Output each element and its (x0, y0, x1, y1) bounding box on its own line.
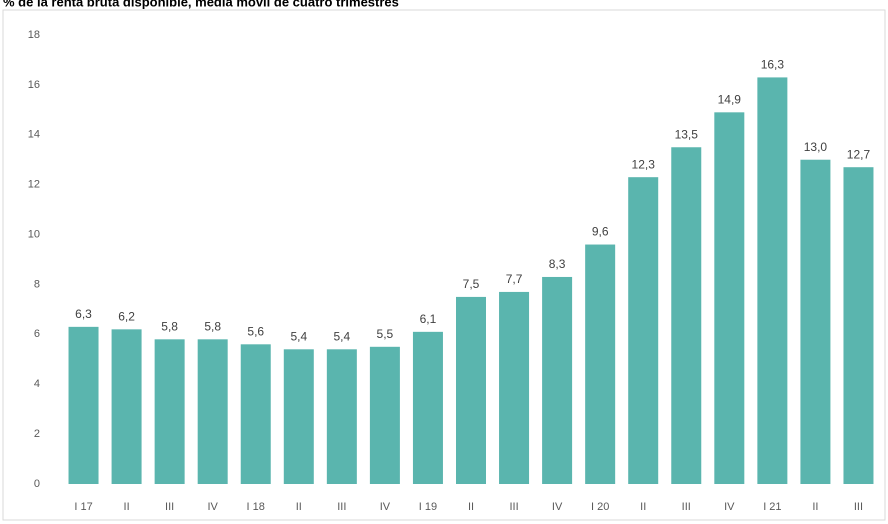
x-tick-label: II (296, 501, 302, 513)
chart-frame (2, 9, 886, 521)
x-tick-label: I 21 (763, 501, 781, 513)
value-label: 13,0 (804, 140, 828, 154)
value-label: 6,1 (420, 312, 437, 326)
x-tick-label: II (468, 501, 474, 513)
bar (240, 344, 271, 484)
value-label: 9,6 (592, 225, 609, 239)
y-tick-label: 18 (28, 29, 40, 41)
chart-title: % de la renta bruta disponible, media mó… (3, 0, 399, 9)
x-tick-label: I 18 (247, 501, 265, 513)
x-tick-label: III (165, 501, 174, 513)
y-tick-label: 10 (28, 228, 40, 240)
bar (671, 147, 702, 484)
y-tick-label: 4 (34, 378, 40, 390)
x-tick-label: III (509, 501, 518, 513)
bar (714, 112, 745, 485)
bar (111, 329, 142, 484)
bar (197, 339, 228, 484)
bar (154, 339, 185, 484)
y-tick-label: 0 (34, 478, 40, 490)
value-label: 14,9 (718, 92, 742, 106)
x-tick-label: II (640, 501, 646, 513)
x-tick-label: III (682, 501, 691, 513)
bar (369, 346, 400, 484)
value-label: 7,5 (463, 277, 480, 291)
x-tick-label: IV (724, 501, 735, 513)
bar (628, 177, 659, 484)
bar (800, 159, 831, 484)
x-tick-label: II (124, 501, 130, 513)
value-label: 5,4 (290, 329, 307, 343)
x-tick-label: IV (552, 501, 563, 513)
bar (757, 77, 788, 485)
x-tick-label: IV (380, 501, 391, 513)
value-label: 16,3 (761, 58, 785, 72)
x-tick-label: I 20 (591, 501, 609, 513)
value-label: 6,2 (118, 310, 135, 324)
value-label: 12,7 (847, 147, 871, 161)
value-label: 7,7 (506, 272, 523, 286)
value-label: 6,3 (75, 307, 92, 321)
bar (456, 296, 486, 484)
value-label: 5,8 (161, 319, 178, 333)
value-label: 12,3 (632, 157, 656, 171)
y-tick-label: 14 (28, 129, 40, 141)
value-label: 13,5 (675, 127, 699, 141)
x-tick-label: I 19 (419, 501, 437, 513)
bar (283, 349, 314, 484)
y-tick-label: 6 (34, 328, 40, 340)
value-label: 5,6 (247, 324, 264, 338)
bar (542, 276, 573, 484)
value-label: 5,4 (333, 329, 350, 343)
bar (68, 326, 99, 484)
bar (326, 349, 357, 484)
bar (499, 291, 530, 484)
y-tick-label: 12 (28, 179, 40, 191)
x-tick-label: II (812, 501, 818, 513)
x-tick-label: III (337, 501, 346, 513)
bar (843, 167, 874, 484)
bar (585, 244, 616, 484)
value-label: 8,3 (549, 257, 566, 271)
y-tick-label: 2 (34, 428, 40, 440)
x-tick-label: I 17 (74, 501, 92, 513)
x-tick-label: III (854, 501, 863, 513)
value-label: 5,8 (204, 319, 221, 333)
bar (412, 331, 443, 484)
value-label: 5,5 (377, 327, 394, 341)
y-tick-label: 8 (34, 278, 40, 290)
x-tick-label: IV (207, 501, 218, 513)
y-tick-label: 16 (28, 79, 40, 91)
